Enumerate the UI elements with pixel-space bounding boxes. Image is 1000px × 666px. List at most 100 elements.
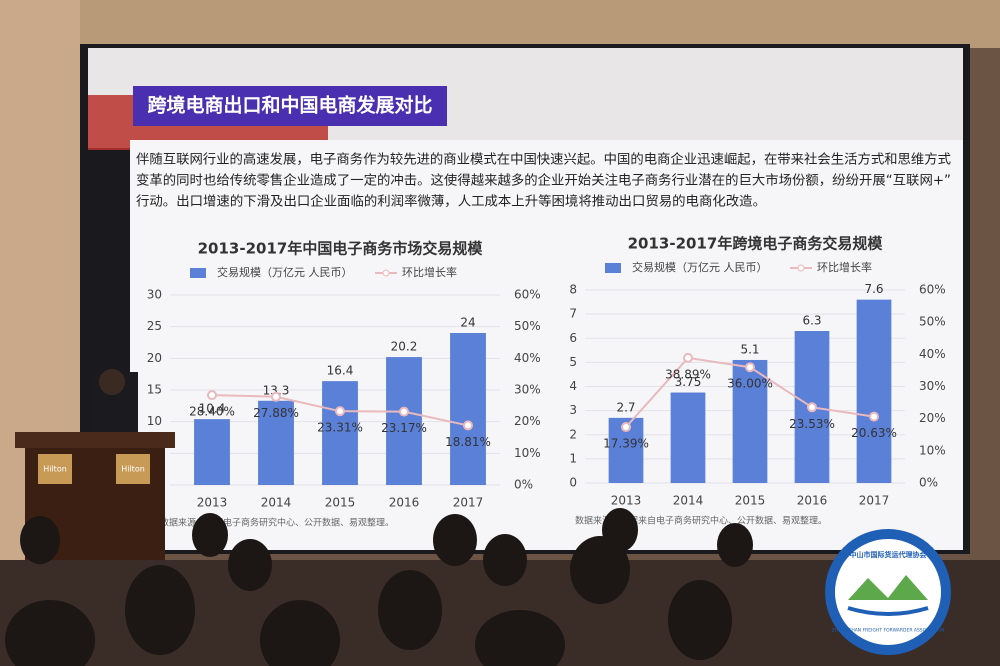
legend-swatch [797,264,805,272]
head [475,610,565,666]
y2-tick-label: 20% [919,411,946,425]
legend-label: 交易规模（万亿元 人民币） [632,260,768,274]
audience [5,508,753,666]
y-tick-label: 30 [147,288,162,302]
slide-title: 跨境电商出口和中国电商发展对比 [147,94,432,117]
bar [856,299,892,483]
bar [732,359,768,483]
line-marker [683,352,693,363]
line-label: 17.39% [603,437,649,451]
bar [322,381,358,485]
podium-label: Hilton [121,465,145,474]
y-tick-label: 4 [569,379,577,393]
line-label: 27.88% [253,406,299,420]
head [20,516,60,564]
line-marker [271,391,281,402]
logo-wave [847,606,929,616]
bar-label: 16.4 [327,364,354,378]
head [125,565,195,655]
y2-tick-label: 0% [919,476,938,490]
bar-label: 13.3 [263,383,290,397]
bar [670,392,706,483]
y2-tick-label: 30% [919,379,946,393]
x-tick-label: 2016 [797,494,828,508]
y2-tick-label: 60% [514,288,541,302]
paragraph-line: 变革的同时也给传统零售企业造成了一定的冲击。这使得越来越多的企业开始关注电子商务… [136,173,951,189]
chart-source: 数据来源：数据来自电子商务研究中心、公开数据、易观整理。 [575,515,827,527]
line-label: 38.89% [665,367,711,381]
y-tick-label: 10 [147,414,162,428]
y2-tick-label: 50% [514,319,541,333]
bar-label: 5.1 [740,342,759,356]
speaker-head [99,369,125,395]
head [717,523,753,567]
bar [194,419,230,485]
y-tick-label: 6 [569,331,577,345]
bar-label: 6.3 [802,314,821,328]
podium-top [15,432,175,448]
bar [386,357,422,485]
bar [450,333,486,485]
bar-label: 20.2 [391,340,418,354]
line-label: 18.81% [445,435,491,449]
head [192,513,228,557]
head [228,539,272,591]
x-tick-label: 2015 [735,494,766,508]
y2-tick-label: 20% [514,414,541,428]
y-tick-label: 1 [569,451,577,465]
y2-tick-label: 10% [514,446,541,460]
head [433,514,477,566]
line-marker [207,390,217,401]
line-marker [463,420,473,431]
y2-tick-label: 0% [514,478,533,492]
line-marker [807,402,817,413]
logo-english: ZHONGSHAN FREIGHT FORWARDER ASSOCIATION [832,628,945,634]
line-label: 28.40% [189,405,235,419]
line-label: 23.53% [789,417,835,431]
x-tick-label: 2014 [673,494,704,508]
line-marker [399,406,409,417]
line-label: 36.00% [727,377,773,391]
y-tick-label: 15 [147,383,162,397]
x-tick-label: 2017 [859,494,890,508]
y2-tick-label: 10% [919,443,946,457]
line-marker [745,362,755,373]
legend-label: 环比增长率 [817,260,872,274]
head [668,580,732,660]
y-tick-label: 20 [147,351,162,365]
head [378,570,442,650]
line-label: 23.31% [317,421,363,435]
bar [258,400,294,485]
podium-plate [116,454,150,484]
bar-label: 3.75 [675,375,702,389]
line-marker [621,422,631,433]
bar-label: 2.7 [616,400,635,414]
head [260,600,340,666]
y2-tick-label: 30% [514,383,541,397]
head [5,600,95,666]
line-marker [869,411,879,422]
y-tick-label: 3 [569,403,577,417]
wall-pattern [0,0,1000,48]
y2-tick-label: 60% [919,283,946,297]
x-tick-label: 2013 [611,494,642,508]
line-label: 20.63% [851,426,897,440]
logo-name: 中山市国际货运代理协会 [850,550,928,559]
podium-plate [38,454,72,484]
line-marker [335,406,345,417]
y-tick-label: 25 [147,319,162,333]
logo-mark [848,575,928,600]
y-tick-label: 2 [569,427,577,441]
y-tick-label: 5 [569,355,577,369]
line-label: 23.17% [381,421,427,435]
legend-label: 环比增长率 [402,265,457,279]
title-bar [133,86,447,126]
chart-title: 2013-2017年中国电子商务市场交易规模 [198,240,484,258]
y2-tick-label: 40% [514,351,541,365]
head [483,534,527,586]
legend-swatch [382,269,390,277]
y-tick-label: 0 [569,476,577,490]
paragraph-line: 伴随互联网行业的高速发展，电子商务作为较先进的商业模式在中国快速兴起。中国的电商… [136,152,951,168]
y2-tick-label: 40% [919,347,946,361]
